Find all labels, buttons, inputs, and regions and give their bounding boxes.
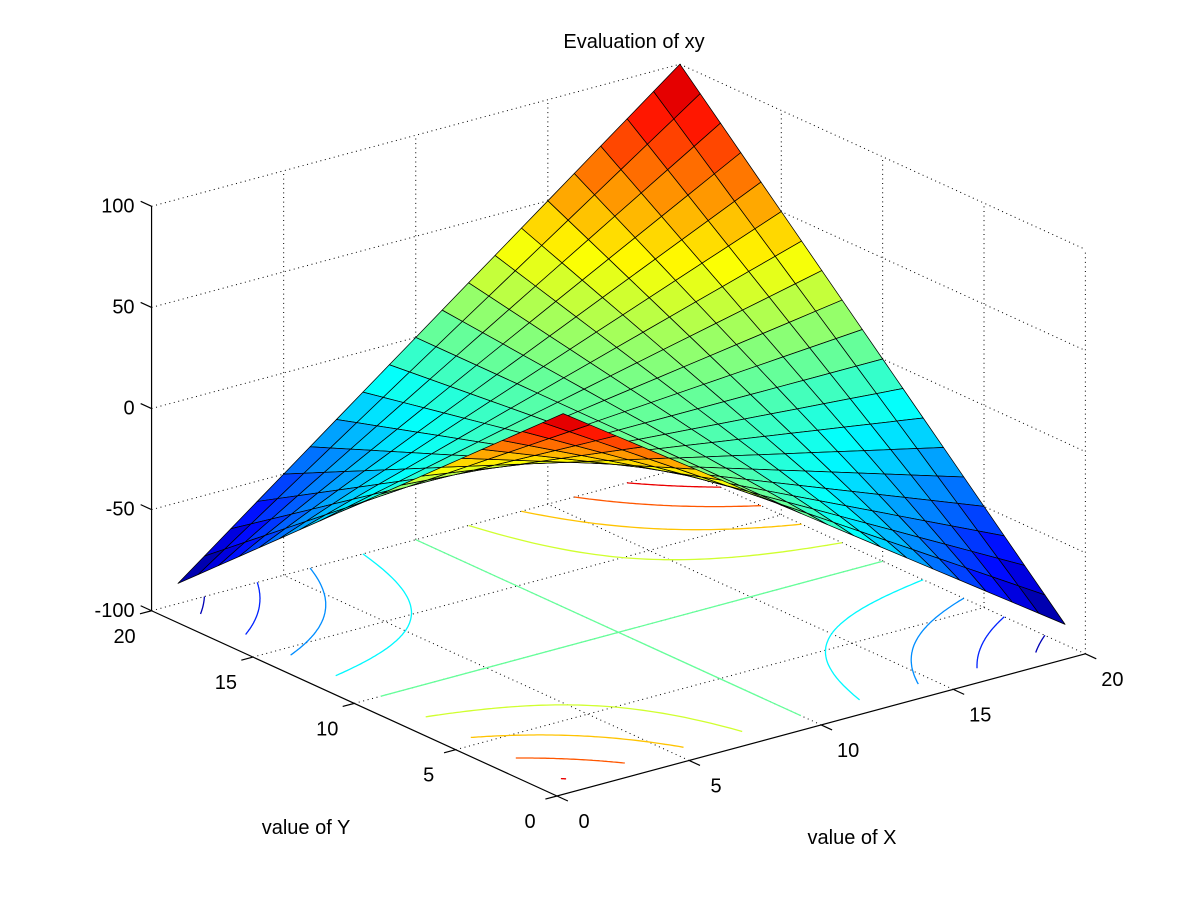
tick-label: -50 — [106, 499, 135, 521]
x-axis-label: value of X — [807, 827, 897, 849]
tick-label: 15 — [969, 704, 991, 726]
tick-label: 20 — [113, 626, 135, 648]
tick-label: 10 — [316, 718, 338, 740]
tick-labels: 0 5 10 15 20 0 5 10 15 20 -100 -50 0 50 100 — [95, 195, 1124, 833]
tick-label: 5 — [423, 765, 434, 787]
tick-label: 0 — [123, 398, 134, 420]
axes — [139, 200, 1097, 802]
tick-label: 0 — [578, 811, 589, 833]
tick-label: -100 — [95, 600, 135, 622]
tick-label: 15 — [215, 672, 237, 694]
y-axis-label: value of Y — [261, 817, 351, 839]
surface-mesh — [177, 63, 1066, 625]
tick-label: 50 — [112, 296, 134, 318]
tick-label: 5 — [711, 775, 722, 797]
plot-title: Evaluation of xy — [563, 31, 705, 53]
tick-label: 100 — [101, 195, 134, 217]
tick-label: 0 — [524, 811, 535, 833]
tick-label: 20 — [1101, 669, 1123, 691]
contour-lines — [199, 482, 1046, 780]
tick-label: 10 — [837, 740, 859, 762]
